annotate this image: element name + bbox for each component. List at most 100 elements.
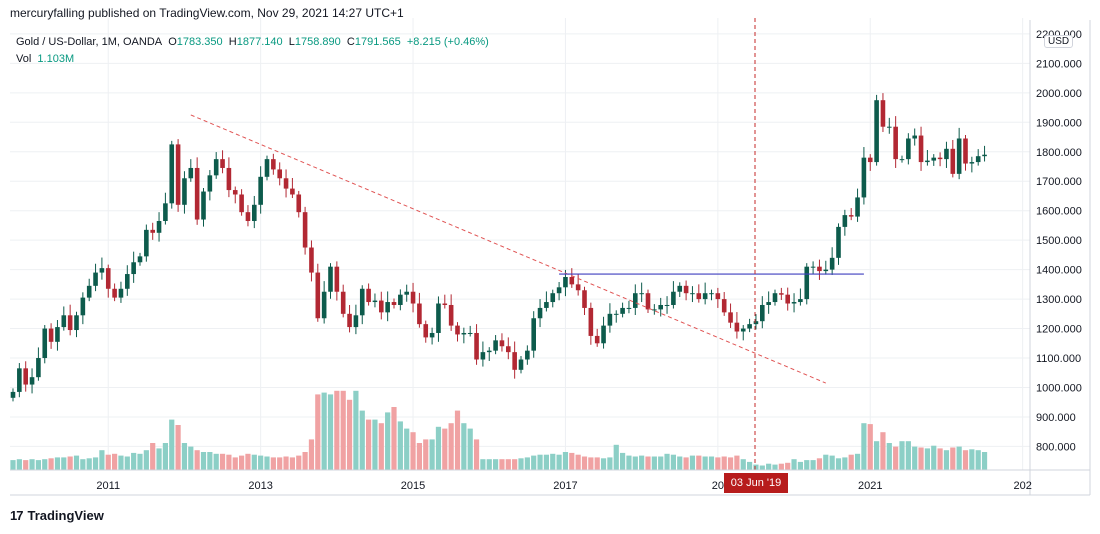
volume-bar (620, 452, 626, 470)
volume-bar (575, 454, 581, 470)
volume-bar (302, 452, 308, 470)
volume-bar (143, 450, 149, 470)
candle-body (359, 288, 365, 316)
candle-body (321, 291, 327, 319)
volume-bar (747, 461, 753, 470)
volume-bar (321, 392, 327, 470)
candle-body (226, 167, 232, 191)
candle-body (963, 138, 968, 164)
candle-body (785, 294, 790, 304)
candle-body (925, 160, 930, 163)
price-tick-label: 2000.000 (1036, 88, 1082, 100)
volume-bar (404, 428, 410, 470)
price-tick-label: 2100.000 (1036, 58, 1082, 70)
candle-body (874, 100, 879, 163)
volume-bar (981, 452, 988, 470)
volume-bar (105, 454, 111, 470)
volume-bar (639, 455, 645, 470)
candle-body (334, 266, 340, 292)
candle-body (163, 203, 168, 222)
candle-body (175, 144, 181, 205)
candle-body (474, 332, 479, 360)
symbol-label[interactable]: Gold / US-Dollar, 1M, OANDA (16, 36, 163, 48)
volume-bar (353, 390, 359, 470)
drawings (190, 18, 864, 470)
volume-bar (327, 394, 334, 470)
volume-bar (239, 455, 245, 470)
candle-body (258, 176, 263, 205)
volume-bar (810, 460, 816, 470)
volume-bar (277, 457, 283, 470)
volume-label[interactable]: Vol (16, 53, 32, 65)
candle-body (404, 291, 409, 295)
tradingview-brand[interactable]: 17 TradingView (10, 508, 104, 523)
candle-body (937, 157, 943, 160)
candle-body (29, 377, 35, 385)
trendline[interactable] (190, 114, 826, 384)
candle-body (880, 100, 886, 127)
volume-bar (905, 441, 911, 470)
volume-bar (581, 456, 588, 470)
candle-body (290, 188, 295, 195)
volume-bar (683, 457, 689, 470)
volume-bar (454, 410, 461, 470)
volume-bar (137, 453, 143, 470)
volume-bar (194, 450, 200, 470)
volume-bar (734, 455, 740, 470)
volume-bar (969, 449, 975, 470)
volume-bar (289, 457, 295, 470)
candle-body (702, 293, 708, 300)
candle-body (442, 303, 448, 305)
candle-body (791, 302, 797, 304)
volume-bar (797, 461, 803, 470)
candle-body (74, 315, 79, 331)
candle-body (842, 215, 848, 227)
volume-bar (912, 446, 918, 470)
candle-body (42, 328, 48, 359)
candle-body (156, 221, 162, 233)
volume-bar (112, 453, 118, 470)
candle-body (353, 315, 359, 328)
candle-body (347, 313, 352, 328)
volume-bar (385, 412, 391, 470)
currency-badge[interactable]: USD (1044, 35, 1074, 48)
grid-lines (10, 18, 1030, 470)
volume-bar (848, 454, 854, 470)
candle-body (264, 159, 270, 177)
candle-body (55, 327, 60, 342)
high-label: H (228, 36, 237, 48)
volume-bar (48, 458, 54, 470)
candle-body (696, 293, 702, 300)
volume-bars (10, 390, 988, 470)
volume-bar (42, 459, 48, 470)
volume-bar (334, 390, 340, 470)
candle-body (277, 169, 282, 179)
volume-bar (677, 456, 683, 470)
volume-bar (150, 443, 156, 470)
candle-body (296, 194, 302, 213)
candle-body (188, 167, 194, 179)
time-tick-label: 2017 (553, 480, 577, 492)
time-tick-label: 2015 (401, 480, 425, 492)
price-tick-label: 1000.000 (1036, 382, 1082, 394)
volume-bar (531, 455, 537, 470)
volume-bar (29, 459, 35, 470)
candle-body (677, 285, 683, 292)
volume-bar (664, 453, 670, 470)
candle-body (398, 294, 403, 305)
volume-bar (569, 452, 575, 470)
volume-bar (73, 455, 80, 470)
candle-body (620, 307, 625, 314)
price-tick-label: 1300.000 (1036, 294, 1082, 306)
volume-bar (924, 448, 930, 470)
candle-body (639, 293, 644, 295)
volume-bar (372, 419, 378, 470)
volume-bar (721, 456, 727, 470)
candle-body (848, 215, 854, 217)
volume-bar (54, 457, 61, 470)
candle-body (239, 194, 244, 213)
volume-bar (543, 454, 549, 470)
volume-bar (270, 457, 276, 470)
candle-body (899, 159, 905, 161)
